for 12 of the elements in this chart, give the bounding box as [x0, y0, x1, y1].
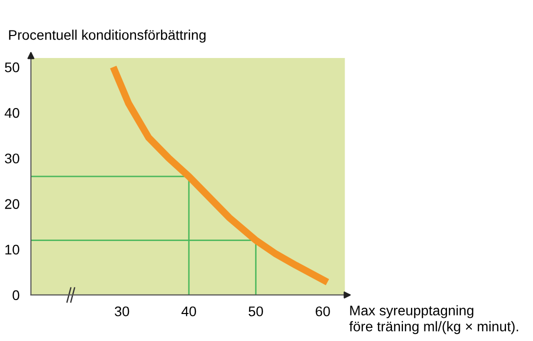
y-tick-label: 40 — [4, 108, 20, 118]
x-tick-label: 60 — [316, 306, 330, 316]
x-tick-label: 40 — [181, 306, 196, 316]
x-axis-title: Max syreupptagning före träning ml/(kg × minut). — [349, 305, 518, 334]
y-tick-label: 30 — [4, 154, 20, 164]
x-tick-label: 50 — [248, 306, 264, 316]
y-tick-label: 20 — [5, 199, 20, 209]
y-axis-title: Procentuell konditionsförbättring — [9, 30, 206, 43]
y-tick-label: 50 — [4, 62, 20, 72]
y-tick-label: 10 — [5, 244, 20, 255]
y-tick-label: 0 — [12, 290, 20, 300]
x-tick-label: 30 — [114, 306, 130, 316]
